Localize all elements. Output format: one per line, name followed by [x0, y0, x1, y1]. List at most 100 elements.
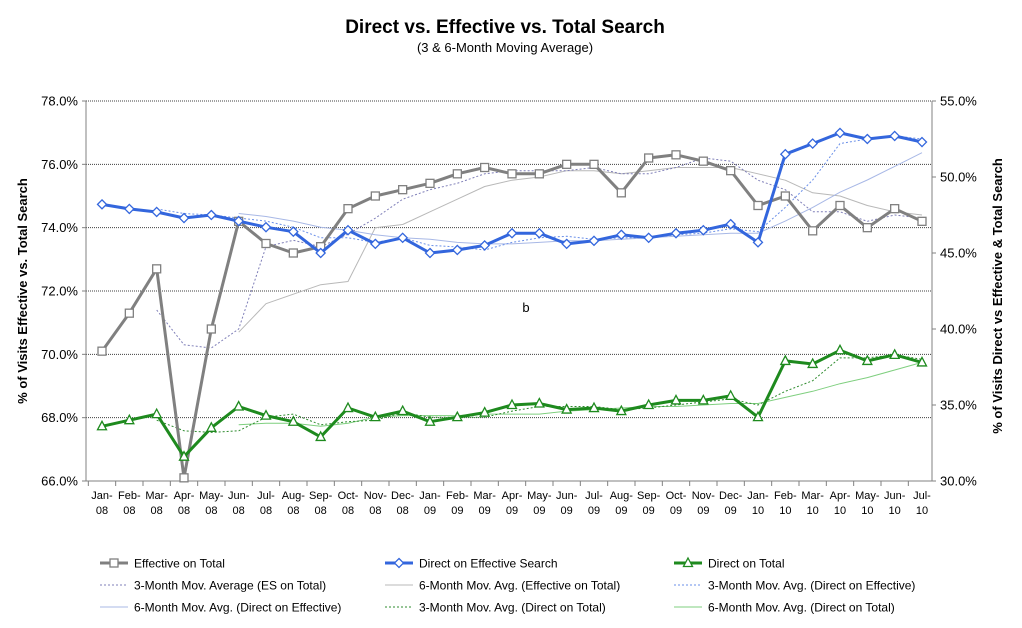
- x-tick-label: Feb-: [446, 490, 469, 502]
- series-direct-on-effective-search: [96, 127, 928, 259]
- x-tick-label: Mar-: [473, 490, 496, 502]
- data-point: [780, 191, 790, 201]
- data-point: [862, 223, 872, 233]
- x-tick-label: 09: [588, 505, 600, 517]
- data-point: [725, 218, 737, 230]
- x-tick-label: 08: [260, 505, 272, 517]
- data-point: [370, 191, 380, 201]
- x-tick-label: Apr-: [502, 490, 523, 502]
- x-tick-label: 08: [397, 505, 409, 517]
- data-point: [752, 236, 764, 248]
- x-tick-label: May-: [855, 490, 880, 502]
- data-point: [342, 401, 354, 413]
- data-point: [205, 209, 217, 221]
- data-point: [670, 394, 682, 405]
- x-tick-label: Aug-: [610, 490, 634, 502]
- data-point: [533, 397, 545, 408]
- series-6-month-mov-avg-direct-on-total: [238, 361, 923, 427]
- data-point: [753, 200, 763, 211]
- data-point: [644, 153, 654, 163]
- series-line: [238, 152, 923, 245]
- legend-label: 3-Month Mov. Average (ES on Total): [134, 579, 326, 593]
- x-tick-label: Dec-: [719, 490, 743, 502]
- x-tick-label: Jul-: [913, 490, 931, 502]
- legend: Effective on Total Direct on Effective Se…: [100, 557, 915, 615]
- data-point: [124, 308, 134, 318]
- x-tick-label: Jun-: [228, 490, 250, 502]
- data-point: [562, 159, 572, 169]
- x-tick-label: Dec-: [391, 490, 415, 502]
- x-tick-label: 08: [287, 505, 299, 517]
- x-tick-label: 09: [506, 505, 518, 517]
- data-point: [506, 398, 518, 410]
- x-tick-label: 09: [615, 505, 627, 517]
- series-3-month-mov-avg-direct-on-total: [156, 354, 923, 433]
- x-tick-label: Sep-: [309, 490, 333, 502]
- data-point: [752, 410, 764, 422]
- data-point: [808, 226, 818, 236]
- x-tick-label: 08: [151, 505, 163, 517]
- data-point: [670, 227, 682, 239]
- x-tick-label: 08: [178, 505, 190, 517]
- data-point: [917, 216, 927, 226]
- x-tick-label: Nov-: [364, 490, 388, 502]
- data-point: [205, 421, 217, 432]
- data-point: [889, 130, 901, 142]
- x-tick-label: 09: [533, 505, 545, 517]
- data-point: [315, 247, 327, 259]
- x-tick-label: Jul-: [585, 490, 603, 502]
- data-point: [643, 232, 655, 244]
- series-line: [100, 153, 923, 480]
- x-tick-label: Jan-: [419, 490, 441, 502]
- left-tick-label: 70.0%: [41, 347, 78, 362]
- chart-title: Direct vs. Effective vs. Total Search: [345, 17, 665, 38]
- x-tick-label: Oct-: [338, 490, 359, 502]
- left-tick-label: 66.0%: [41, 474, 78, 489]
- data-point: [151, 206, 163, 218]
- legend-item-effective-on-total: Effective on Total: [100, 557, 225, 571]
- legend-item-direct-on-total: Direct on Total: [674, 557, 784, 571]
- legend-label: Direct on Effective Search: [419, 557, 558, 571]
- x-tick-label: 08: [369, 505, 381, 517]
- data-point: [288, 248, 298, 258]
- x-tick-label: 10: [861, 505, 873, 517]
- data-point: [835, 200, 845, 211]
- series-6-month-mov-avg-direct-on-effective: [238, 152, 923, 245]
- data-point: [451, 244, 463, 256]
- x-tick-label: 09: [725, 505, 737, 517]
- series-line: [238, 167, 923, 333]
- x-tick-label: Jan-: [747, 490, 769, 502]
- data-point: [480, 162, 490, 173]
- x-tick-label: Mar-: [801, 490, 824, 502]
- x-tick-label: 09: [643, 505, 655, 517]
- data-point: [834, 127, 846, 139]
- data-point: [369, 410, 381, 422]
- data-point: [369, 238, 381, 250]
- right-tick-label: 45.0%: [940, 246, 977, 261]
- data-point: [315, 430, 327, 442]
- data-point: [123, 413, 135, 425]
- data-point: [807, 357, 819, 369]
- x-tick-label: Sep-: [637, 490, 661, 502]
- x-tick-label: 08: [205, 505, 217, 517]
- x-axis-ticks: Jan- 08 Feb- 08 Mar- 08 Apr- 08 May- 08 Jun- 08 Jul-…: [87, 481, 931, 517]
- data-point: [726, 166, 736, 176]
- legend-item-3-month-mov-avg-direct-on-total: 3-Month Mov. Avg. (Direct on Total): [385, 601, 606, 615]
- data-point: [807, 138, 819, 149]
- data-point: [178, 450, 190, 461]
- left-tick-label: 78.0%: [41, 94, 78, 109]
- data-point: [425, 178, 435, 188]
- legend-label: 6-Month Mov. Avg. (Effective on Total): [419, 579, 620, 593]
- x-tick-label: 09: [670, 505, 682, 517]
- x-tick-label: Apr-: [174, 490, 195, 502]
- right-tick-label: 35.0%: [940, 398, 977, 413]
- series-direct-on-total: [96, 343, 928, 461]
- x-tick-label: Feb-: [118, 490, 141, 502]
- data-point: [343, 204, 353, 214]
- data-point: [861, 354, 873, 366]
- left-tick-label: 72.0%: [41, 284, 78, 299]
- data-point: [151, 407, 163, 419]
- data-point: [424, 247, 436, 259]
- legend-label: 3-Month Mov. Avg. (Direct on Total): [419, 601, 606, 615]
- series-3-month-mov-average-es-on-total: [156, 157, 923, 349]
